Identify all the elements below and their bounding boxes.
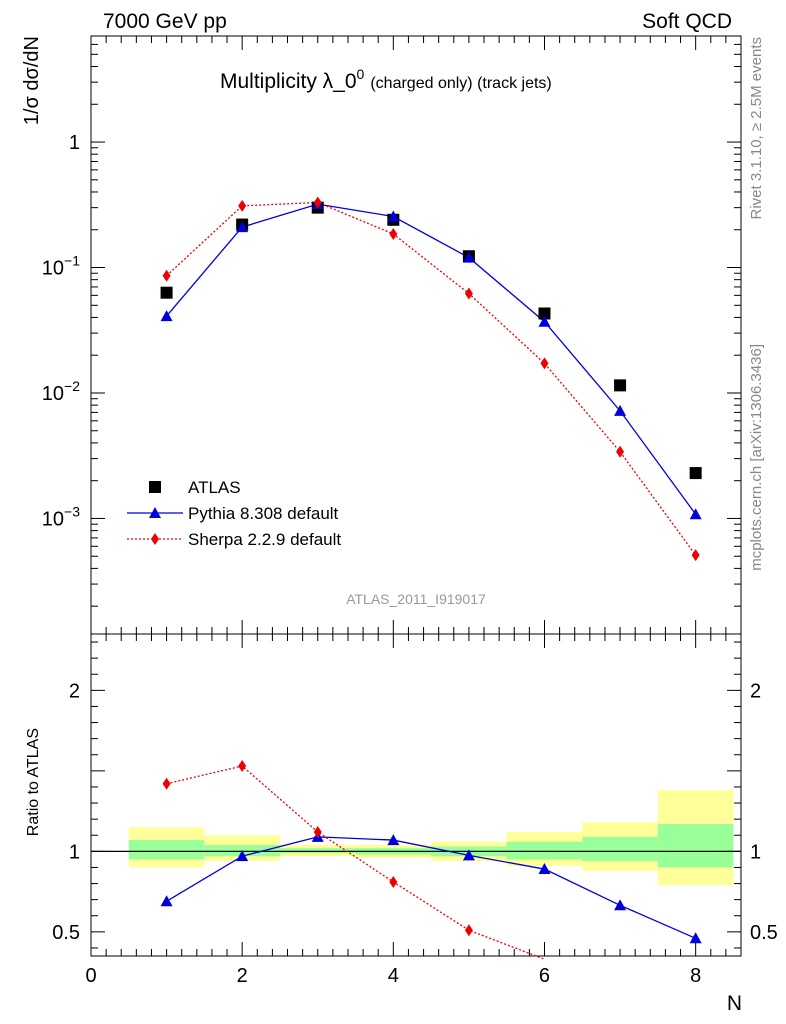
ratio-y-tick-label: 0.5: [52, 922, 80, 944]
main-data-point: [464, 287, 473, 300]
main-data-point: [160, 310, 173, 322]
ratio-series-line: [166, 765, 545, 960]
y-tick-label: 10−3: [42, 503, 80, 530]
main-data-point: [160, 286, 173, 299]
main-series-line: [166, 203, 697, 515]
main-data-point: [236, 221, 249, 233]
legend-marker: [149, 507, 161, 518]
y-axis-title-main: 1/σ dσ/dN: [21, 36, 43, 125]
ratio-data-point: [160, 895, 173, 907]
main-data-point: [387, 210, 400, 222]
plot-title-main: Multiplicity λ_0: [220, 70, 357, 93]
x-tick-label: 6: [539, 965, 550, 987]
ratio-data-point: [162, 777, 171, 790]
ratio-data-point: [462, 849, 475, 861]
ratio-data-point: [538, 863, 551, 875]
side-text-top: Rivet 3.1.10, ≥ 2.5M events: [748, 37, 765, 220]
header-right: Soft QCD: [642, 10, 732, 33]
series-lines: [166, 201, 697, 960]
y-tick-label: 10−1: [42, 253, 80, 280]
ratio-frame: [90, 633, 742, 957]
main-data-point: [313, 196, 322, 209]
legend-label: ATLAS: [188, 478, 241, 497]
main-data-point: [616, 445, 625, 458]
main-data-point: [538, 307, 551, 320]
ratio-uncertainty-bands: [91, 790, 741, 886]
main-data-point: [538, 315, 551, 327]
y-tick-label: 1: [69, 132, 80, 154]
plot-title: Multiplicity λ_00 (charged only) (track j…: [220, 66, 552, 93]
x-tick-label: 0: [85, 965, 96, 987]
main-data-point: [689, 508, 702, 520]
main-data-point: [691, 549, 700, 562]
main-data-point: [238, 199, 247, 212]
ratio-y-tick-label-right: 0.5: [750, 922, 778, 944]
band-inner: [279, 848, 356, 853]
legend: ATLAS Pythia 8.308 default Sherpa 2.2.9 de…: [127, 478, 341, 549]
x-tick-label: 8: [690, 965, 701, 987]
ratio-data-point: [238, 760, 247, 773]
axis-ticks: 1 10−1 10−2 10−3 0 2 4 6 8 0.5 0.5 1 1 2 2: [42, 35, 778, 987]
plot-title-sup: 0: [357, 66, 365, 82]
side-text-bottom: mcplots.cern.ch [arXiv:1306.3436]: [748, 344, 765, 571]
legend-label: Sherpa 2.2.9 default: [188, 530, 341, 549]
plot-frames: [90, 35, 742, 957]
ratio-y-tick-label-right: 1: [750, 841, 761, 863]
legend-marker: [149, 481, 161, 493]
main-data-point: [614, 379, 627, 392]
ratio-data-point: [236, 850, 249, 862]
main-data-point: [614, 404, 627, 416]
ratio-series-line: [166, 836, 696, 939]
x-tick-label: 4: [388, 965, 399, 987]
main-data-point: [389, 227, 398, 240]
ratio-y-tick-label: 1: [69, 841, 80, 863]
band-inner: [506, 841, 583, 860]
band-inner: [128, 840, 205, 860]
band-inner: [582, 836, 658, 862]
ratio-data-point: [387, 834, 400, 846]
ratio-data-point: [689, 932, 702, 944]
x-tick-label: 2: [237, 965, 248, 987]
header-left: 7000 GeV pp: [103, 10, 227, 33]
ratio-data-point: [464, 924, 473, 937]
ratio-data-point: [313, 826, 322, 839]
y-tick-label: 10−2: [42, 378, 80, 405]
main-data-point: [462, 251, 475, 263]
legend-marker: [151, 533, 159, 545]
y-axis-title-ratio: Ratio to ATLAS: [25, 728, 42, 836]
main-series-line: [166, 201, 697, 556]
main-data-point: [689, 467, 702, 480]
watermark-label: ATLAS_2011_I919017: [346, 591, 486, 607]
series-markers: [160, 196, 702, 944]
legend-label: Pythia 8.308 default: [188, 504, 339, 523]
plot-title-sub: (charged only) (track jets): [370, 75, 551, 92]
x-axis-title: N: [727, 992, 742, 1015]
ratio-y-tick-label: 2: [69, 680, 80, 702]
main-data-point: [540, 357, 549, 370]
main-data-point: [162, 269, 171, 282]
band-inner: [657, 823, 734, 868]
ratio-data-point: [614, 899, 627, 911]
ratio-data-point: [389, 875, 398, 888]
ratio-y-tick-label-right: 2: [750, 680, 761, 702]
